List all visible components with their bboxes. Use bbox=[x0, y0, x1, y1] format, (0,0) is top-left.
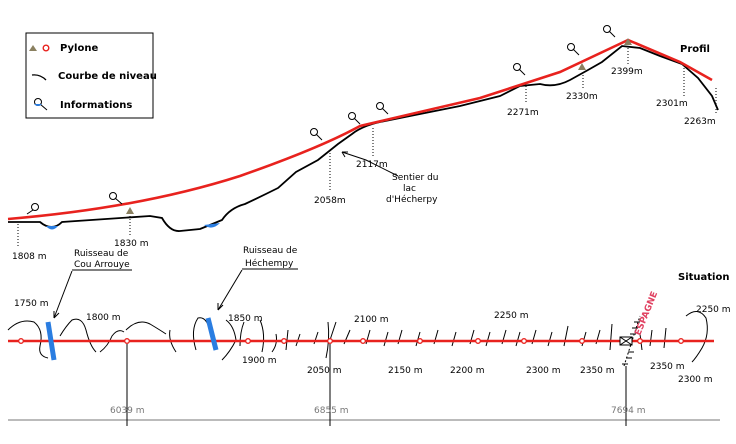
pylon-profile-1 bbox=[126, 207, 134, 214]
info-icon-7[interactable] bbox=[567, 43, 580, 56]
situation-title: Situation bbox=[678, 272, 729, 283]
contour-1750: 1750 m bbox=[14, 299, 49, 309]
alt-2117: 2117m bbox=[356, 160, 388, 170]
alt-2301: 2301m bbox=[656, 99, 688, 109]
ruisseau-cou-arrow bbox=[53, 270, 73, 319]
profile-title: Profil bbox=[680, 44, 710, 55]
ruisseau-hech-line1: Ruisseau de bbox=[243, 246, 298, 256]
stream-cou-situation bbox=[45, 321, 57, 361]
border-crossing-marker bbox=[619, 315, 641, 367]
info-icon-4[interactable] bbox=[348, 112, 361, 125]
contour-line-icon bbox=[31, 74, 47, 81]
terrain-profile-line bbox=[8, 45, 719, 232]
ruisseau-hech-line2: Héchempy bbox=[245, 258, 294, 269]
sentier-line1: Sentier du bbox=[392, 173, 439, 183]
stream-hech-situation bbox=[205, 317, 219, 351]
legend-courbe: Courbe de niveau bbox=[58, 71, 157, 82]
contour-2250a: 2250 m bbox=[494, 311, 529, 321]
distance-6855: 6855 m bbox=[314, 406, 349, 416]
sentier-arrow bbox=[341, 151, 399, 177]
alt-1830: 1830 m bbox=[114, 239, 149, 249]
cable-line bbox=[7, 38, 713, 221]
info-icon-5[interactable] bbox=[376, 102, 389, 115]
contour-2100: 2100 m bbox=[354, 315, 389, 325]
situation-pylons bbox=[18, 338, 684, 344]
contour-1800: 1800 m bbox=[86, 313, 121, 323]
info-icon-3[interactable] bbox=[310, 128, 323, 141]
info-icon-6[interactable] bbox=[513, 63, 526, 76]
distance-6039: 6039 m bbox=[110, 406, 145, 416]
contour-2350b: 2350 m bbox=[650, 362, 685, 372]
info-icon bbox=[34, 98, 48, 111]
stream-hech-profile bbox=[204, 223, 220, 228]
alt-2271: 2271m bbox=[507, 108, 539, 118]
alt-2058: 2058m bbox=[314, 196, 346, 206]
info-icon-1[interactable] bbox=[26, 203, 39, 215]
alt-2399: 2399m bbox=[611, 67, 643, 77]
contour-2050: 2050 m bbox=[307, 366, 342, 376]
sentier-line2: lac bbox=[403, 184, 416, 194]
profile-leaders bbox=[17, 48, 717, 248]
stream-cou-profile bbox=[46, 226, 58, 230]
alt-2263: 2263m bbox=[684, 117, 716, 127]
pylon-profile-3 bbox=[624, 38, 632, 45]
pylon-circle-icon bbox=[42, 44, 50, 52]
info-icon-8[interactable] bbox=[603, 25, 616, 38]
contour-1900: 1900 m bbox=[242, 356, 277, 366]
ruisseau-cou-line2: Cou Arrouye bbox=[74, 260, 130, 270]
contour-2150: 2150 m bbox=[388, 366, 423, 376]
info-icon-2[interactable] bbox=[109, 192, 123, 205]
alt-1808: 1808 m bbox=[12, 252, 47, 262]
pylon-profile-2 bbox=[578, 63, 586, 70]
ruisseau-hech-arrow bbox=[217, 269, 243, 311]
legend-pylone: Pylone bbox=[60, 43, 98, 54]
legend-informations: Informations bbox=[60, 100, 132, 111]
contour-2300: 2300 m bbox=[526, 366, 561, 376]
ruisseau-cou-line1: Ruisseau de bbox=[74, 249, 129, 259]
contour-2300b: 2300 m bbox=[678, 375, 713, 385]
contour-1850: 1850 m bbox=[228, 314, 263, 324]
espagne-label: ESPAGNE bbox=[634, 290, 661, 337]
alt-2330: 2330m bbox=[566, 92, 598, 102]
sentier-line3: d'Hécherpy bbox=[386, 194, 438, 205]
contour-2200: 2200 m bbox=[450, 366, 485, 376]
pylon-marker-icon bbox=[29, 45, 37, 51]
contour-2250b: 2250 m bbox=[696, 305, 731, 315]
distance-7694: 7694 m bbox=[611, 406, 646, 416]
contour-2350: 2350 m bbox=[580, 366, 615, 376]
